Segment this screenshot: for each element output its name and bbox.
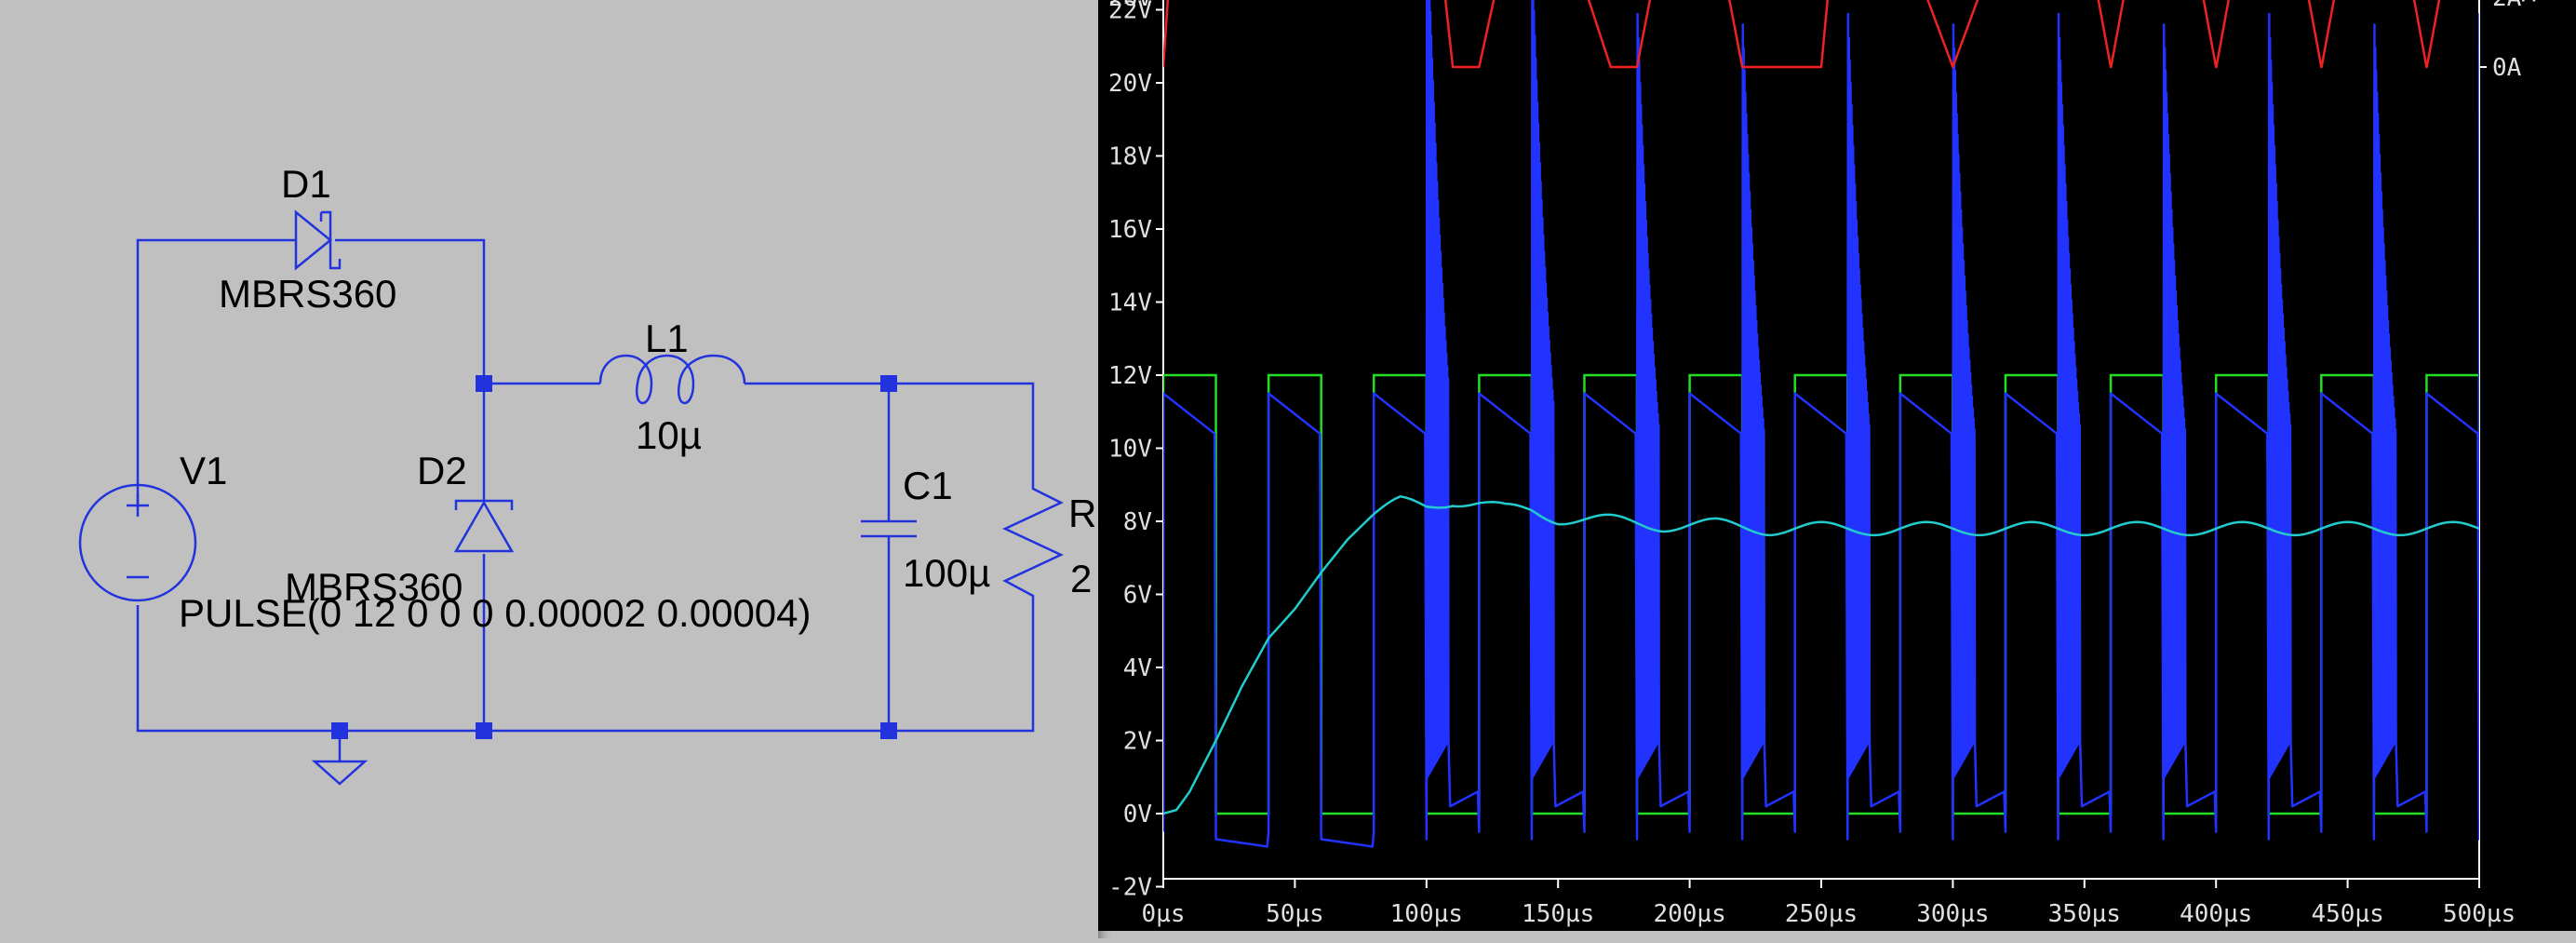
v1-spice-directive[interactable]: PULSE(0 12 0 0 0 0.00002 0.00004) bbox=[179, 591, 812, 635]
inductor-l1[interactable] bbox=[598, 354, 746, 404]
wire-c1-node-to-r[interactable] bbox=[889, 382, 1035, 479]
y-tick-label-right: 2A bbox=[2492, 0, 2522, 12]
d2-model-label: MBRS360 bbox=[285, 565, 463, 609]
x-tick-label: 150µs bbox=[1522, 900, 1594, 928]
junction-dot bbox=[476, 375, 492, 392]
x-tick-label: 0µs bbox=[1142, 900, 1186, 928]
y-tick-label-left: 26V bbox=[1108, 0, 1152, 12]
x-tick-label: 50µs bbox=[1266, 900, 1324, 928]
c1-ref-label: C1 bbox=[903, 464, 953, 507]
x-tick-label: 400µs bbox=[2180, 900, 2252, 928]
ground-symbol[interactable] bbox=[311, 760, 369, 786]
junction-dot bbox=[476, 722, 492, 739]
y-tick-label-right: -2A bbox=[2492, 0, 2536, 7]
x-tick-label: 250µs bbox=[1785, 900, 1858, 928]
wire-d1-right[interactable] bbox=[335, 238, 486, 384]
x-tick-label: 500µs bbox=[2443, 900, 2516, 928]
v1-ref-label: V1 bbox=[180, 449, 227, 492]
d1-model-label: MBRS360 bbox=[219, 272, 396, 316]
junction-dot bbox=[331, 722, 348, 739]
y-tick-label-left: 0V bbox=[1123, 801, 1152, 828]
c1-value-label: 100µ bbox=[903, 551, 990, 595]
r-ref-label: R bbox=[1068, 492, 1096, 535]
x-tick-label: 450µs bbox=[2311, 900, 2383, 928]
y-tick-label-left: 8V bbox=[1123, 508, 1152, 536]
voltage-source-v1[interactable] bbox=[78, 483, 197, 602]
d2-ref-label: D2 bbox=[417, 449, 467, 492]
waveform-viewer[interactable]: 26V24V22V20V18V16V14V12V10V8V6V4V2V0V-2V… bbox=[1098, 0, 2576, 938]
trace-group bbox=[1163, 0, 2479, 848]
capacitor-c1[interactable] bbox=[861, 519, 917, 538]
x-tick-label: 100µs bbox=[1390, 900, 1463, 928]
wire-r-to-bottom[interactable] bbox=[136, 600, 1035, 733]
trace-output-voltage bbox=[1163, 495, 2479, 815]
y-tick-label-left: 2V bbox=[1123, 728, 1152, 756]
trace-inductor-current bbox=[1163, 0, 2441, 69]
resistor-r[interactable] bbox=[1002, 479, 1064, 600]
diode-d2[interactable] bbox=[453, 499, 515, 553]
y-tick-label-left: 4V bbox=[1123, 654, 1152, 682]
x-tick-label: 200µs bbox=[1653, 900, 1725, 928]
junction-dot bbox=[880, 375, 897, 392]
d1-ref-label: D1 bbox=[281, 162, 331, 206]
y-tick-label-left: 20V bbox=[1108, 70, 1152, 98]
wire-left-top[interactable] bbox=[136, 238, 288, 507]
y-tick-label-left: 6V bbox=[1123, 582, 1152, 610]
l1-value-label: 10µ bbox=[636, 413, 702, 457]
x-axis: 0µs 50µs 100µs 150µs 200µs 250µs 300µs 350µs 400… bbox=[1142, 878, 2516, 928]
x-tick-label: 350µs bbox=[2048, 900, 2121, 928]
y-tick-label-left: 18V bbox=[1108, 143, 1152, 171]
trace-switch-node bbox=[1163, 0, 2479, 848]
r-value-label: 2 bbox=[1070, 557, 1092, 600]
l1-ref-label: L1 bbox=[645, 317, 689, 360]
y-tick-label-left: -2V bbox=[1108, 874, 1152, 902]
y-tick-label-left: 16V bbox=[1108, 216, 1152, 244]
junction-dot bbox=[880, 722, 897, 739]
y-tick-label-left: 12V bbox=[1108, 362, 1152, 390]
diode-d1[interactable] bbox=[288, 209, 342, 271]
plot-area[interactable] bbox=[1098, 0, 2576, 931]
y-tick-label-left: 22V bbox=[1108, 0, 1152, 25]
schematic-editor[interactable]: D1 MBRS360 L1 10µ V1 D2 MBRS360 C1 100µ … bbox=[0, 0, 1098, 938]
y-tick-label-left: 14V bbox=[1108, 290, 1152, 317]
x-tick-label: 300µs bbox=[1916, 900, 1989, 928]
y-tick-label-left: 10V bbox=[1108, 436, 1152, 464]
y-tick-label-right: 0A bbox=[2492, 54, 2522, 82]
